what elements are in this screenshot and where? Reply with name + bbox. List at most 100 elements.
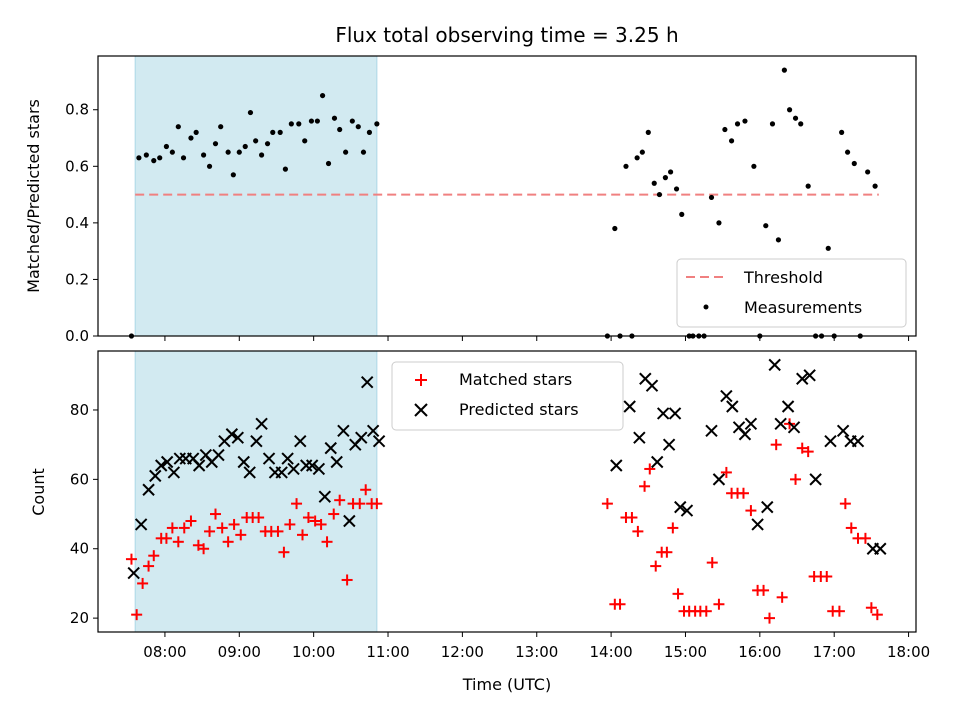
predicted-stars-point: [796, 372, 809, 385]
legend-predicted-label: Predicted stars: [459, 400, 579, 419]
predicted-stars-point: [372, 434, 386, 448]
measurements-point: [662, 175, 668, 181]
matched-stars-point: [302, 512, 314, 524]
x-tick-label: 17:00: [813, 643, 856, 661]
matched-stars-point: [839, 498, 851, 510]
predicted-stars-point: [149, 469, 162, 483]
bottom-legend: Matched stars Predicted stars: [391, 361, 624, 431]
predicted-stars-point: [824, 434, 837, 448]
predicted-stars-point: [680, 504, 694, 517]
predicted-stars-point: [610, 459, 623, 472]
predicted-stars-point: [633, 431, 646, 444]
measurements-point: [163, 143, 170, 150]
matched-stars-point: [209, 508, 221, 520]
matched-stars-point: [160, 532, 172, 544]
matched-stars-point: [700, 605, 712, 617]
predicted-stars-point: [651, 455, 664, 469]
matched-stars-point: [204, 525, 216, 537]
legend-threshold-label: Threshold: [743, 268, 823, 287]
predicted-stars-point: [134, 518, 148, 531]
matched-stars-point: [235, 529, 247, 541]
x-tick-label: 18:00: [887, 643, 930, 661]
predicted-stars-point: [255, 417, 268, 431]
legend-measurements-swatch: [703, 304, 709, 310]
measurements-point: [851, 160, 857, 167]
top-x-ticks: [164, 336, 910, 341]
bottom-series-marks: [125, 358, 887, 624]
measurements-point: [716, 220, 722, 226]
bottom-axes-frame: [97, 350, 917, 633]
predicted-stars-point: [262, 452, 276, 465]
measurements-point: [337, 126, 343, 133]
measurements-point: [277, 129, 283, 135]
predicted-stars-point: [275, 466, 288, 479]
predicted-stars-point: [225, 428, 239, 441]
measurements-point: [656, 191, 663, 198]
matched-stars-point: [198, 543, 210, 555]
predicted-stars-point: [366, 424, 380, 437]
x-tick-label: 11:00: [366, 643, 409, 661]
predicted-stars-point: [231, 431, 245, 444]
y-tick-label: 40: [70, 540, 89, 558]
measurements-point: [728, 138, 735, 144]
predicted-stars-point: [674, 500, 687, 514]
measurements-point: [143, 152, 149, 158]
measurements-point: [308, 118, 315, 124]
matched-stars-point: [639, 480, 651, 492]
predicted-stars-point: [330, 455, 343, 469]
legend-predicted-swatch: [414, 403, 428, 417]
matched-stars-point: [253, 512, 265, 524]
measurements-point: [188, 135, 194, 141]
measurements-point: [157, 155, 163, 161]
matched-stars-point: [802, 446, 814, 458]
y-tick-label: 0.0: [65, 327, 89, 345]
predicted-stars-point: [662, 438, 676, 451]
matched-stars-point: [614, 598, 626, 610]
predicted-stars-point: [142, 483, 155, 496]
matched-stars-point: [321, 536, 333, 548]
predicted-stars-point: [744, 417, 758, 431]
measurements-point: [302, 138, 308, 144]
predicted-stars-point: [294, 434, 307, 448]
predicted-stars-point: [127, 566, 140, 580]
predicted-stars-point: [751, 518, 764, 531]
y-tick-label: 20: [70, 609, 89, 627]
measurements-point: [366, 129, 373, 135]
measurements-point: [169, 149, 175, 155]
matched-stars-point: [764, 612, 776, 624]
predicted-stars-point: [192, 459, 206, 472]
matched-stars-point: [770, 439, 782, 451]
measurements-point: [844, 149, 851, 155]
measurements-point: [792, 115, 799, 121]
bottom-y-ticks: 20 40 60 80: [70, 401, 98, 627]
measurements-point: [325, 160, 332, 167]
measurements-point: [668, 169, 674, 175]
measurements-point: [751, 163, 757, 169]
matched-stars-point: [371, 498, 383, 510]
matched-stars-point: [291, 498, 303, 510]
measurements-point: [360, 149, 367, 155]
bottom-y-axis-label: Count: [29, 468, 48, 516]
predicted-stars-point: [305, 459, 319, 472]
matched-stars-point: [737, 487, 749, 499]
matched-stars-point: [667, 522, 679, 534]
x-tick-label: 15:00: [664, 643, 707, 661]
top-series-marks: [128, 67, 878, 339]
measurements-point: [319, 92, 326, 99]
matched-stars-point: [284, 518, 296, 530]
predicted-stars-point: [212, 448, 225, 462]
matched-stars-point: [360, 484, 372, 496]
matched-stars-point: [334, 494, 346, 506]
matched-stars-point: [309, 515, 321, 527]
matched-stars-point: [172, 536, 184, 548]
predicted-stars-point: [312, 462, 326, 476]
matched-stars-point: [222, 536, 234, 548]
y-tick-label: 80: [70, 401, 89, 419]
matched-stars-point: [125, 553, 137, 565]
bottom-panel: 20 40 60 80 08:00 09:00 10:00 11:00 12:00 13:00 1…: [29, 350, 930, 694]
measurements-point: [180, 155, 187, 161]
measurements-point: [242, 143, 248, 150]
predicted-stars-point: [243, 466, 256, 479]
y-tick-label: 0.2: [65, 270, 89, 288]
predicted-stars-point: [337, 424, 350, 437]
